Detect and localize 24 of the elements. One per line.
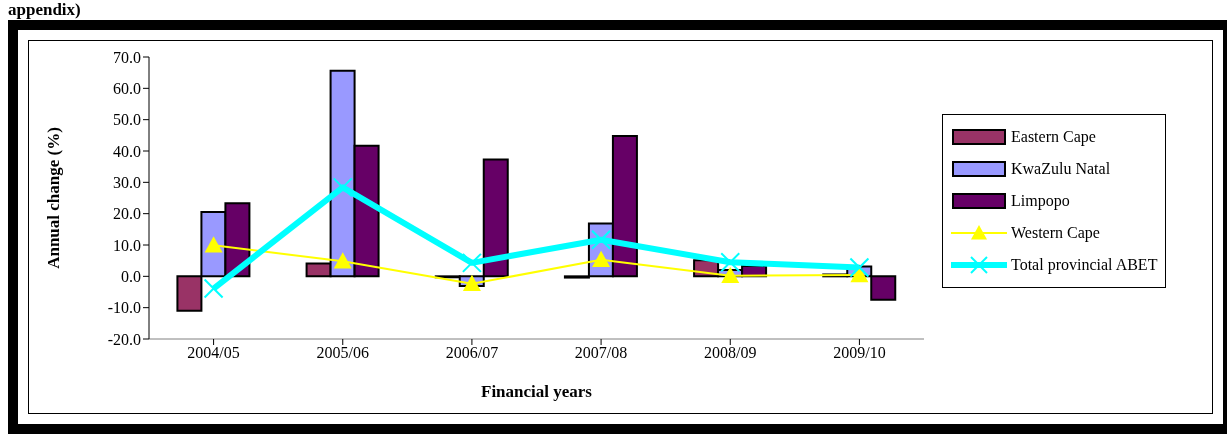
x-tick-label: 2008/09 bbox=[704, 344, 757, 362]
x-tick-label: 2004/05 bbox=[187, 344, 240, 362]
y-tick-label: 70.0 bbox=[113, 48, 141, 66]
x-tick-label: 2005/06 bbox=[316, 344, 369, 362]
y-tick-label: 10.0 bbox=[113, 236, 141, 254]
legend-label: Eastern Cape bbox=[1011, 128, 1096, 146]
y-tick-label: -10.0 bbox=[107, 299, 141, 317]
y-tick-label: 40.0 bbox=[113, 142, 141, 160]
x-tick-label: 2006/07 bbox=[445, 344, 499, 362]
y-tick-label: 60.0 bbox=[113, 80, 141, 98]
y-tick-label: 0.0 bbox=[121, 268, 141, 286]
y-tick-label: 50.0 bbox=[113, 111, 141, 129]
legend-label: Western Cape bbox=[1011, 224, 1100, 242]
text: appendix) bbox=[8, 0, 82, 20]
legend-label: Limpopo bbox=[1011, 192, 1070, 210]
y-tick-label: 20.0 bbox=[113, 205, 141, 223]
y-tick-label: 30.0 bbox=[113, 174, 141, 192]
x-tick-label: 2007/08 bbox=[574, 344, 628, 362]
y-tick-label: -20.0 bbox=[107, 330, 141, 348]
legend-label: Total provincial ABET bbox=[1011, 256, 1158, 274]
x-tick-label: 2009/10 bbox=[833, 344, 886, 362]
x-axis-title: Financial years bbox=[481, 382, 593, 401]
y-axis-title: Annual change (%) bbox=[44, 127, 64, 269]
legend-label: KwaZulu Natal bbox=[1011, 160, 1111, 178]
